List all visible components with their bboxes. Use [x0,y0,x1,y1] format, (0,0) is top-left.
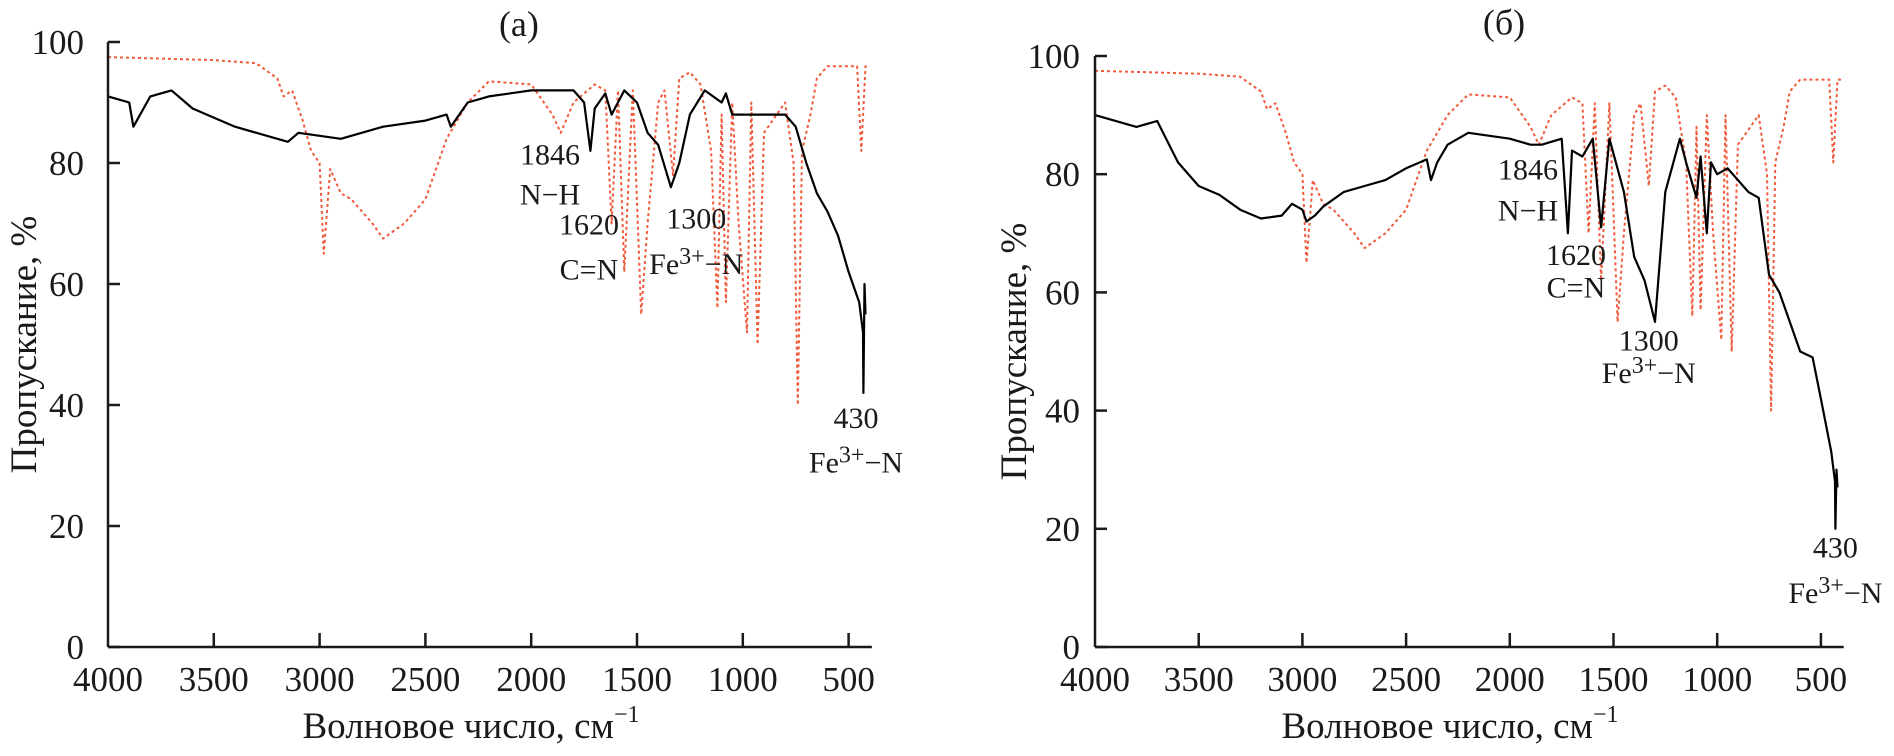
x-tick-label: 2000 [1475,660,1545,699]
y-tick-label: 0 [67,628,85,667]
panel-b: 0 20 40 60 80 100 4000 3500 3000 2500 2000 1500 1000… [994,2,1882,747]
peak-annotation: 1620 C=N [559,209,619,287]
x-tick-label: 3000 [285,660,355,699]
panel-title: (б) [1483,2,1525,42]
x-tick-label: 1500 [602,660,672,699]
y-tick-label: 20 [1045,510,1080,549]
peak-assignment: Fe3+−N [809,442,903,479]
x-tick-label: 4000 [73,660,143,699]
x-tick-label: 500 [1795,660,1848,699]
peak-wavenumber: 1620 [559,209,619,242]
y-tick-label: 100 [1028,37,1081,76]
y-tick-label: 60 [49,265,84,304]
y-tick-label: 60 [1045,273,1080,312]
peak-wavenumber: 430 [1813,532,1858,565]
panel-title: (a) [499,4,539,44]
peak-wavenumber: 1620 [1546,239,1606,272]
x-axis-title-text: Волновое число, см [303,706,614,747]
y-tick-label: 100 [32,23,85,62]
x-axis-title: Волновое число, см−1 [1282,702,1619,747]
peak-annotation: 430 Fe3+−N [809,402,903,479]
peak-assignment: Fe3+−N [1788,573,1882,610]
peak-wavenumber: 1846 [1498,153,1558,186]
peak-annotation: 430 Fe3+−N [1788,532,1882,611]
x-axis-title-superscript: −1 [614,702,640,728]
peak-assignment: C=N [1547,271,1606,304]
x-tick-label: 3000 [1267,660,1337,699]
x-tick-label: 1500 [1579,660,1649,699]
peak-annotation: 1300 Fe3+−N [649,202,743,280]
x-tick-label: 3500 [1164,660,1234,699]
x-tick-label: 1000 [1682,660,1752,699]
y-axis-title: Пропускание, % [4,216,45,474]
y-tick-label: 80 [1045,155,1080,194]
x-axis-title: Волновое число, см−1 [303,702,640,747]
peak-wavenumber: 430 [834,402,879,435]
y-tick-label: 20 [49,507,84,546]
y-tick-label: 40 [49,386,84,425]
panel-a: 0 20 40 60 80 100 4000 3500 3000 2500 2000 1500 1000… [4,4,903,747]
peak-annotation: 1846 N−H [520,138,580,211]
series-reference [107,56,870,406]
peak-wavenumber: 1300 [1619,325,1679,358]
peak-annotation: 1846 N−H [1498,153,1558,227]
x-tick-label: 1000 [708,660,778,699]
series-sample [1094,114,1839,530]
x-tick-label: 2000 [496,660,566,699]
x-tick-label: 3500 [179,660,249,699]
peak-wavenumber: 1300 [666,202,726,235]
peak-assignment: Fe3+−N [649,244,743,281]
y-tick-label: 80 [49,144,84,183]
x-axis-title-text: Волновое число, см [1282,706,1593,747]
y-axis-title: Пропускание, % [994,223,1035,481]
peak-assignment: N−H [1498,195,1558,228]
x-tick-label: 500 [822,660,875,699]
peak-wavenumber: 1846 [520,138,580,171]
peak-assignment: Fe3+−N [1602,353,1696,390]
peak-assignment: N−H [520,178,580,211]
y-tick-label: 0 [1063,628,1081,667]
series-sample [107,89,867,394]
x-tick-label: 2500 [390,660,460,699]
series-reference [1094,69,1842,412]
y-tick-label: 40 [1045,392,1080,431]
x-axis-title-superscript: −1 [1593,702,1619,728]
x-tick-label: 4000 [1060,660,1130,699]
x-tick-label: 2500 [1371,660,1441,699]
peak-assignment: C=N [560,253,619,286]
